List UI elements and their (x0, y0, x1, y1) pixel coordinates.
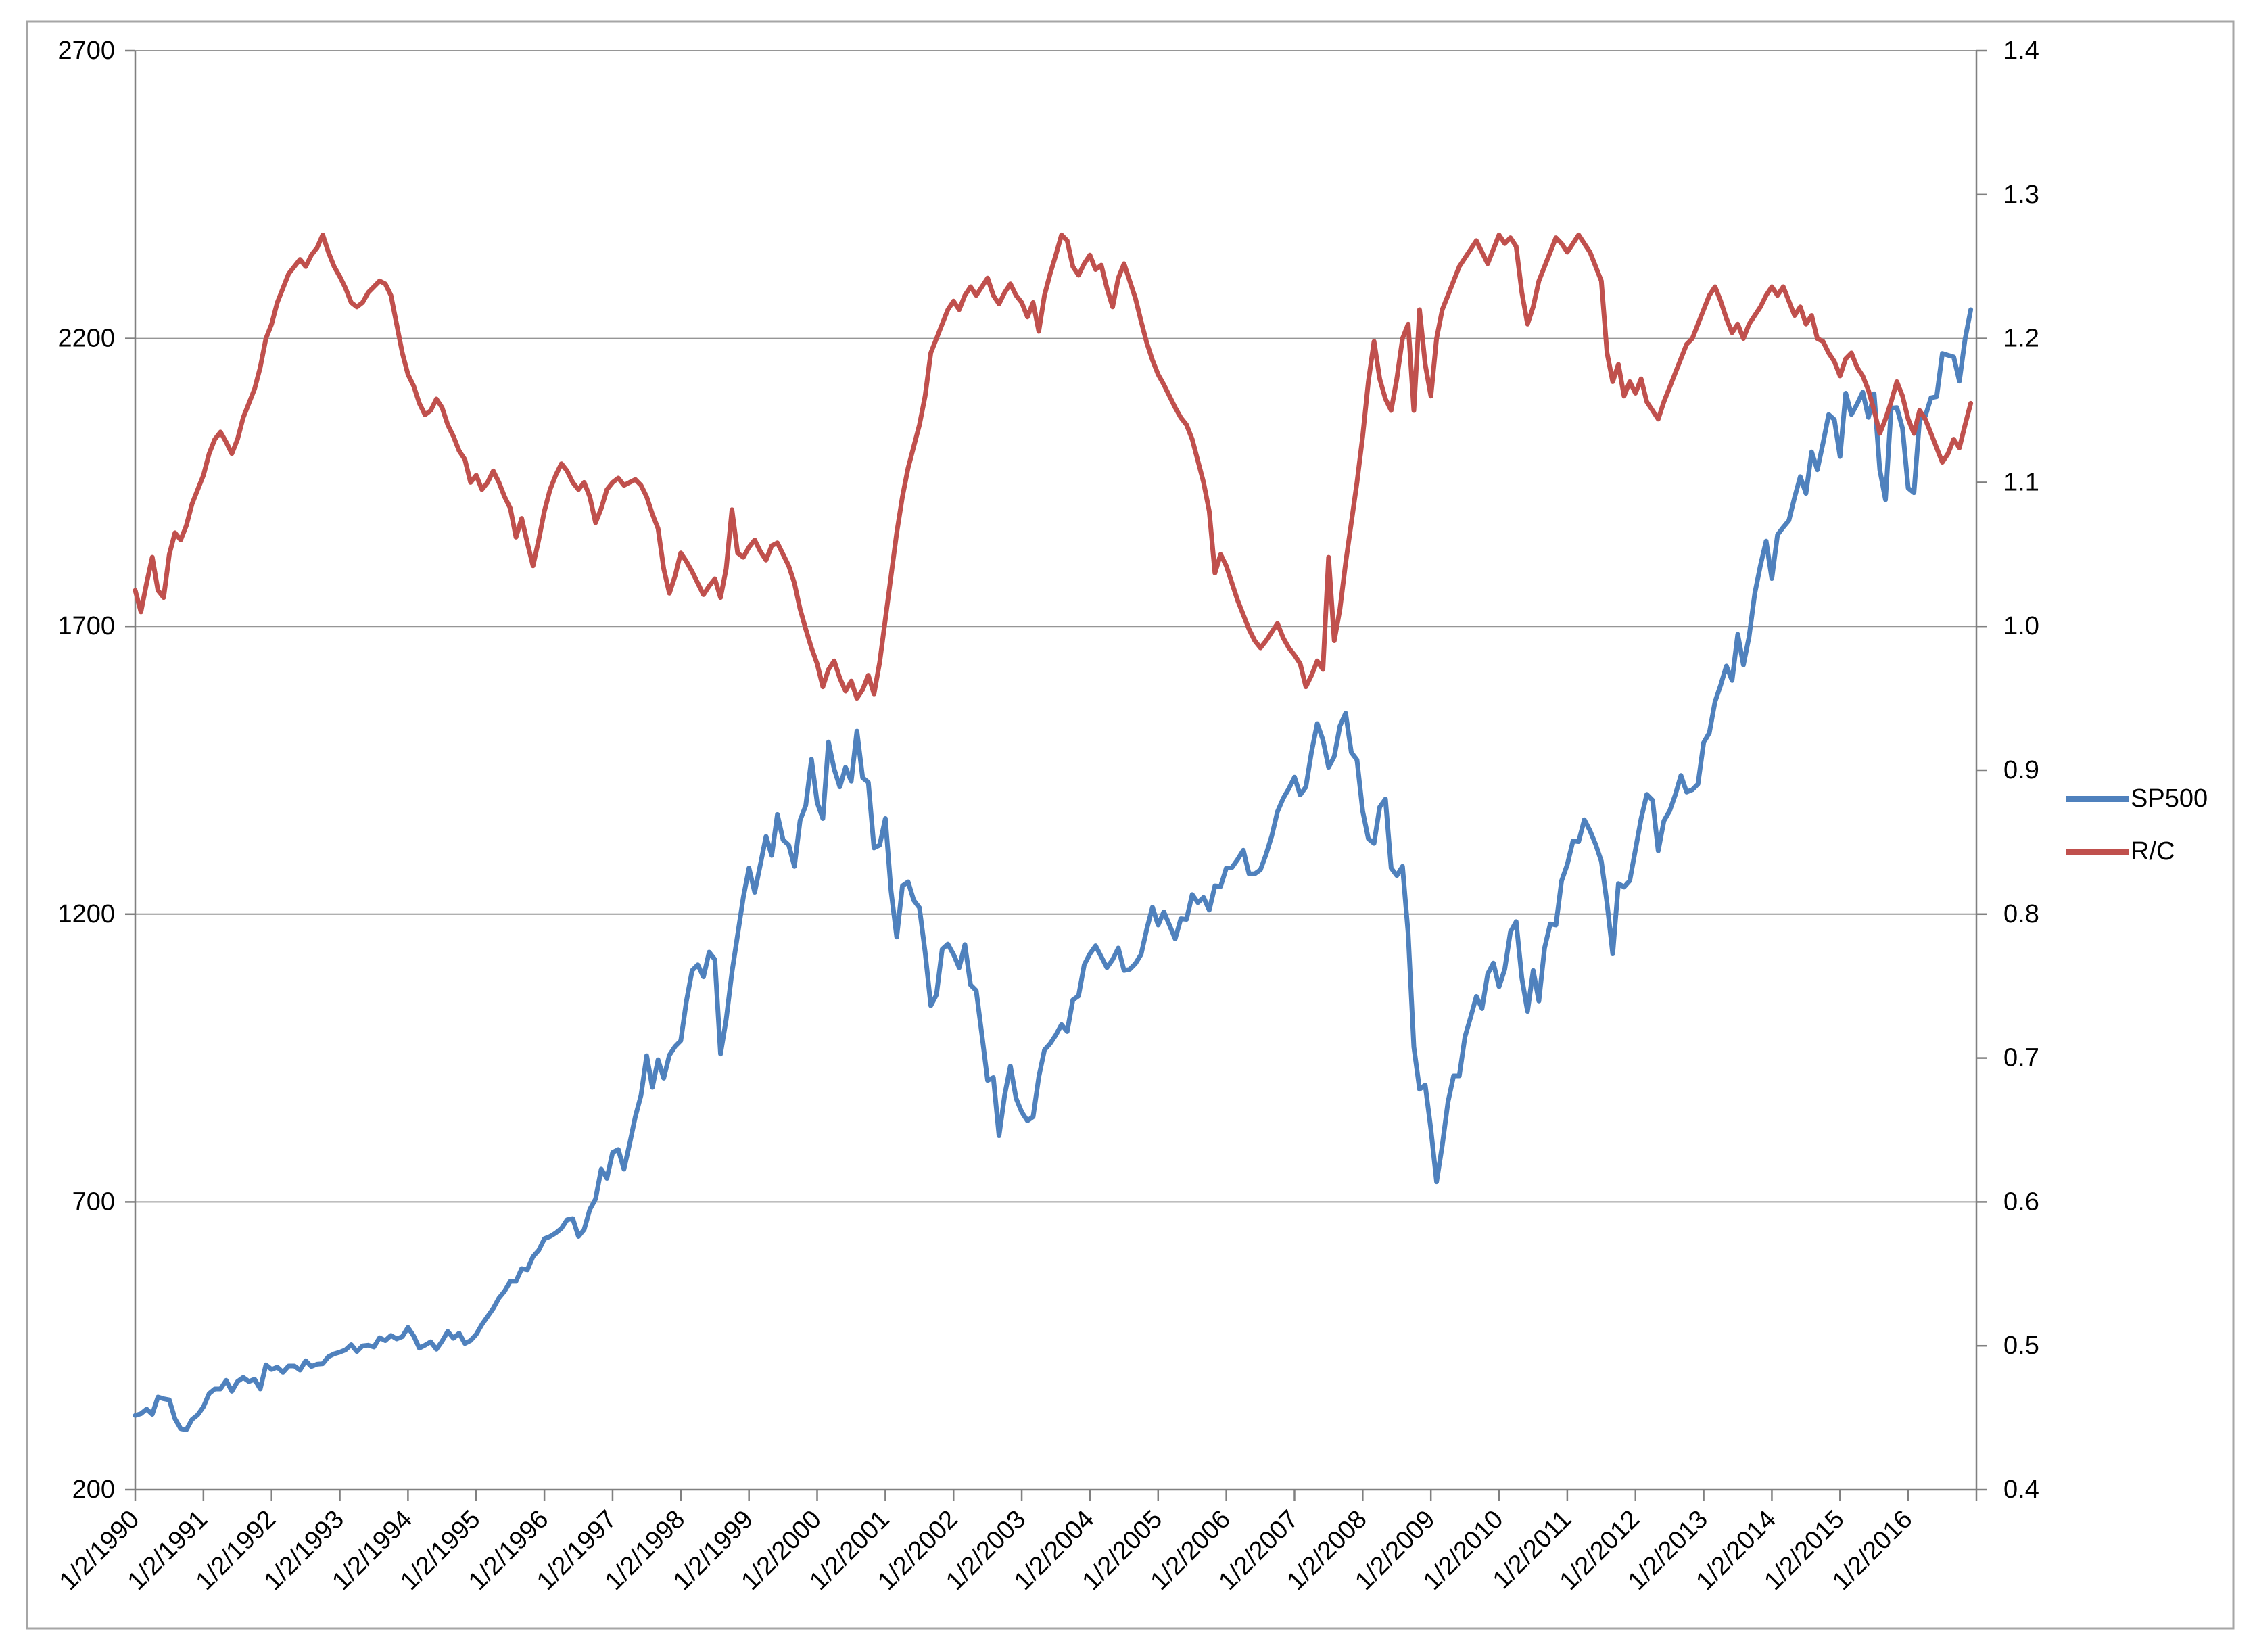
legend-label-sp500: SP500 (2131, 784, 2208, 813)
y-axis-left-label: 2700 (57, 37, 115, 65)
legend-item-sp500: SP500 (2066, 784, 2208, 813)
y-axis-right-label: 1.3 (2003, 181, 2039, 209)
y-axis-right-label: 0.4 (2003, 1476, 2039, 1504)
chart-border (26, 20, 2235, 1630)
y-axis-right-label: 0.5 (2003, 1331, 2039, 1360)
y-axis-right-label: 1.2 (2003, 325, 2039, 353)
y-axis-right-label: 1.1 (2003, 468, 2039, 496)
sp500-line-swatch (2066, 795, 2129, 802)
y-axis-right-label: 0.6 (2003, 1187, 2039, 1216)
series-line-sp500 (133, 307, 1974, 1432)
y-axis-left-label: 200 (72, 1476, 115, 1504)
legend-item-rc: R/C (2066, 837, 2208, 866)
y-axis-left-label: 1700 (57, 612, 115, 640)
rc-line-swatch (2066, 848, 2129, 855)
y-axis-left-label: 700 (72, 1187, 115, 1216)
legend-label-rc: R/C (2131, 837, 2175, 866)
y-axis-right-label: 0.7 (2003, 1044, 2039, 1072)
y-axis-right-label: 1.4 (2003, 37, 2039, 65)
y-axis-right-label: 0.8 (2003, 900, 2039, 928)
y-axis-right-label: 0.9 (2003, 756, 2039, 784)
legend: SP500 R/C (2066, 784, 2208, 866)
series-line-rc (133, 232, 1974, 701)
y-axis-left-label: 1200 (57, 900, 115, 928)
y-axis-right-label: 1.0 (2003, 612, 2039, 640)
y-axis-left-label: 2200 (57, 325, 115, 353)
